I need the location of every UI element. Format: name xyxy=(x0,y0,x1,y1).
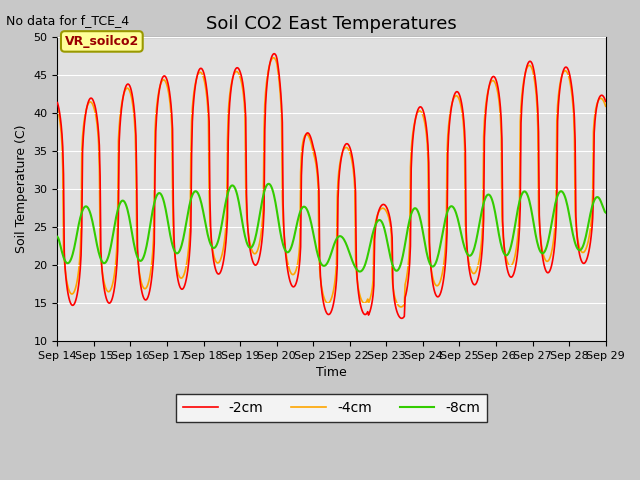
-8cm xyxy=(400,250,408,255)
-4cm xyxy=(54,105,61,111)
-4cm xyxy=(120,91,127,97)
Text: No data for f_TCE_4: No data for f_TCE_4 xyxy=(6,14,129,27)
-8cm xyxy=(54,234,61,240)
-4cm xyxy=(400,302,408,308)
-2cm xyxy=(120,91,127,97)
-4cm xyxy=(269,55,277,60)
-8cm xyxy=(205,234,212,240)
Line: -4cm: -4cm xyxy=(58,58,605,307)
-8cm xyxy=(265,181,273,187)
-8cm xyxy=(602,210,609,216)
-8cm xyxy=(175,248,183,254)
Text: VR_soilco2: VR_soilco2 xyxy=(65,35,139,48)
Y-axis label: Soil Temperature (C): Soil Temperature (C) xyxy=(15,125,28,253)
-2cm xyxy=(398,315,406,321)
Line: -2cm: -2cm xyxy=(58,54,605,318)
-4cm xyxy=(205,116,212,121)
-4cm xyxy=(175,274,183,279)
-2cm xyxy=(270,51,278,57)
Title: Soil CO2 East Temperatures: Soil CO2 East Temperatures xyxy=(206,15,457,33)
-2cm xyxy=(602,98,609,104)
-2cm xyxy=(63,287,71,292)
Legend: -2cm, -4cm, -8cm: -2cm, -4cm, -8cm xyxy=(176,394,487,421)
-8cm xyxy=(416,214,424,219)
X-axis label: Time: Time xyxy=(316,366,347,379)
-2cm xyxy=(416,104,424,110)
-2cm xyxy=(54,100,61,106)
-8cm xyxy=(356,269,364,275)
-4cm xyxy=(416,108,424,114)
-2cm xyxy=(175,283,183,288)
Line: -8cm: -8cm xyxy=(58,184,605,272)
-4cm xyxy=(397,304,405,310)
-2cm xyxy=(205,104,212,110)
-8cm xyxy=(63,260,71,266)
-4cm xyxy=(63,281,71,287)
-2cm xyxy=(400,314,408,320)
-4cm xyxy=(602,103,609,109)
-8cm xyxy=(120,198,127,204)
